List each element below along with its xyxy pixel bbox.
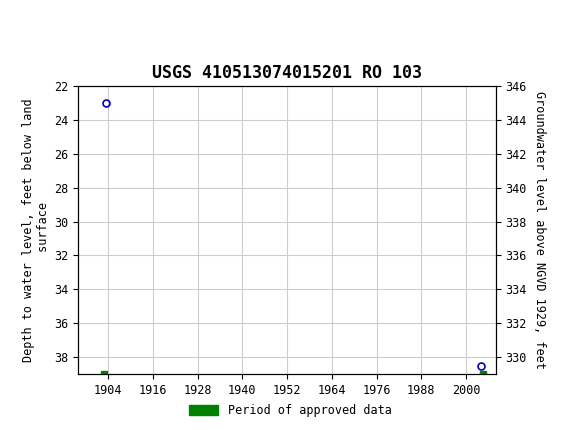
- Legend: Period of approved data: Period of approved data: [184, 399, 396, 422]
- Y-axis label: Groundwater level above NGVD 1929, feet: Groundwater level above NGVD 1929, feet: [532, 91, 546, 369]
- Y-axis label: Depth to water level, feet below land
 surface: Depth to water level, feet below land su…: [22, 98, 50, 362]
- Text: ≈USGS: ≈USGS: [9, 11, 85, 30]
- Title: USGS 410513074015201 RO 103: USGS 410513074015201 RO 103: [152, 64, 422, 82]
